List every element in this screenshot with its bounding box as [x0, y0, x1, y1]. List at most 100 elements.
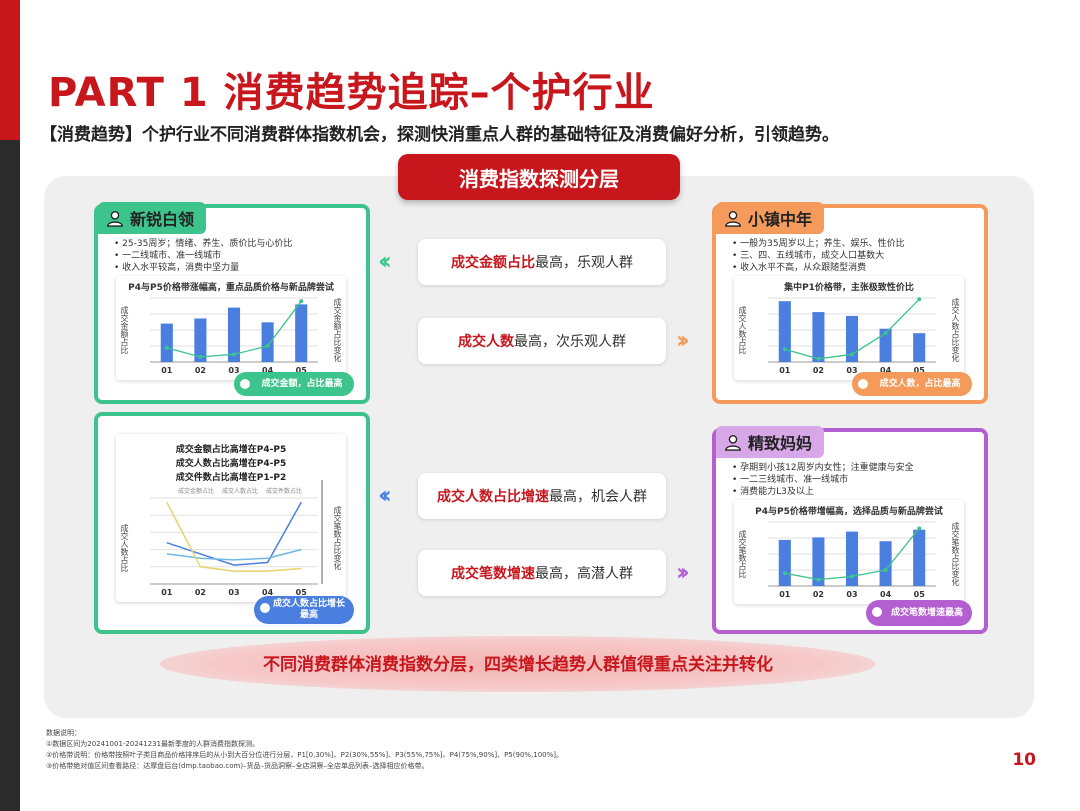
left-axis-label: 成交金额占比 [120, 306, 129, 354]
tick-label: 04 [262, 588, 274, 597]
legend-item: 成交人数占比 [222, 488, 259, 495]
side-accent-red [0, 0, 20, 140]
chart-svg: 01 02 03 04 05 [150, 297, 318, 375]
bar [160, 323, 173, 362]
bullet: 一般为35周岁以上；养生、娱乐、性价比 [732, 238, 904, 250]
right-axis-label: 成交笔数占比变化 [333, 506, 342, 570]
chevron-left-icon: ‹‹ [378, 481, 392, 509]
tick-label: 05 [914, 590, 926, 599]
note-line: 数据说明： [46, 729, 81, 737]
card-xinrui-name: 新锐白领 [130, 210, 195, 229]
tick-label: 05 [296, 588, 308, 597]
tick-label: 01 [161, 366, 173, 375]
bar [227, 307, 241, 362]
note-line: ①数据区间为20241001-20241231最新季度的人群消费指数探测。 [46, 740, 260, 748]
card-xinrui-bullets: 25-35周岁；情绪、养生、质价比与心价比 一二线城市、准一线城市 收入水平较高… [114, 238, 292, 274]
chart-svg: 01 02 03 04 05 [768, 297, 936, 375]
chart-summary-line: 成交人数占比高增在P4-P5 [175, 459, 287, 469]
insight-bold: 成交金额占比 [451, 255, 535, 271]
card-xiaozhen: 小镇中年 一般为35周岁以上；养生、娱乐、性价比 三、四、五线城市，成交人口基数… [712, 202, 988, 404]
bar [194, 318, 207, 362]
tick-label: 03 [846, 590, 857, 599]
chart-title: 集中P1价格带，主张极致性价比 [784, 283, 914, 293]
tick-label: 05 [914, 366, 926, 375]
tick-label: 01 [779, 590, 791, 599]
chevron-left-icon: ‹‹ [378, 247, 392, 275]
insight-4: 成交笔数增速 最高，高潜人群 [418, 550, 666, 596]
bar [812, 537, 825, 586]
line-point [917, 297, 922, 302]
chart-jingzhi: 01 02 03 04 05 P4与P5价格带增幅高，选择品质与新品牌尝试 成交笔数占比… [734, 500, 964, 604]
card-xiaozhen-name: 小镇中年 [748, 210, 813, 229]
card-xinrui-header: 新锐白领 [98, 202, 207, 234]
line-point [816, 356, 821, 361]
insight-2: 成交人数 最高，次乐观人群 [418, 318, 666, 364]
page-number: 10 [1012, 750, 1036, 770]
bar [845, 315, 859, 362]
series-line [166, 501, 302, 572]
chart-svg: 01 02 03 04 05 [768, 521, 936, 599]
insight-rest: 最高，次乐观人群 [514, 334, 626, 350]
insight-rest: 最高，高潜人群 [535, 566, 633, 582]
bar [778, 301, 791, 362]
bullet: 孕期到小孩12周岁内女性；注重健康与安全 [732, 462, 913, 474]
card-multi-pill: 成交人数占比增长最高 [254, 596, 354, 624]
bar [778, 539, 791, 586]
bar [845, 531, 859, 586]
tick-label: 01 [161, 588, 173, 597]
card-xiaozhen-header: 小镇中年 [716, 202, 825, 234]
side-accent-dark [0, 140, 20, 811]
page-title: PART 1 消费趋势追踪–个护行业 [48, 70, 655, 116]
line-point [265, 344, 270, 348]
line-point [164, 345, 169, 350]
page-subtitle: 【消费趋势】个护行业不同消费群体指数机会，探测快消重点人群的基础特征及消费偏好分… [40, 125, 839, 145]
bar [879, 541, 892, 586]
tick-label: 04 [880, 590, 892, 599]
note-line: ③价格带绝对值区间查看路径：达摩盘后台(dmp.taobao.com)–货品–货… [46, 762, 429, 770]
right-axis-label: 成交金额占比变化 [333, 298, 342, 362]
insight-rest: 最高，机会人群 [549, 489, 647, 505]
tick-label: 04 [880, 366, 892, 375]
left-axis-label: 成交人数占比 [738, 306, 747, 354]
tick-label: 02 [813, 366, 824, 375]
chart-summary-line: 成交件数占比高增在P1-P2 [175, 473, 287, 483]
line-point [850, 352, 854, 357]
line-point [917, 526, 922, 531]
card-xiaozhen-bullets: 一般为35周岁以上；养生、娱乐、性价比 三、四、五线城市，成交人口基数大 收入水… [732, 238, 905, 274]
tick-label: 03 [228, 588, 239, 597]
tick-label: 05 [296, 366, 308, 375]
person-icon [725, 435, 741, 451]
bullet: 收入水平不高，从众跟随型消费 [732, 262, 905, 274]
insight-1: 成交金额占比 最高，乐观人群 [418, 239, 666, 285]
bar [261, 322, 274, 362]
bar [879, 328, 892, 362]
tick-label: 01 [779, 366, 791, 375]
card-xinrui-pill: 成交金额，占比最高 [234, 372, 354, 396]
card-multi: 01 02 03 04 05 成交金额占比高增在P4-P5 成交人数占比高增在P4-P5… [94, 412, 370, 634]
card-xiaozhen-pill: 成交人数，占比最高 [852, 372, 972, 396]
bottom-banner: 不同消费群体消费指数分层，四类增长趋势人群值得重点关注并转化 [263, 655, 773, 675]
chart-summary-line: 成交金额占比高增在P4-P5 [175, 445, 287, 455]
note-line: ②价格带说明：价格带按照叶子类目商品价格排序后的从小到大百分位进行分层，P1[0… [46, 751, 564, 759]
bullet: 收入水平较高，消费中坚力量 [114, 262, 292, 274]
right-axis-label: 成交笔数占比变化 [951, 522, 960, 586]
chart-svg: 01 02 03 04 05 [150, 480, 323, 597]
series-line [166, 548, 302, 561]
legend-item: 成交件数占比 [266, 488, 303, 495]
line-point [850, 574, 854, 579]
bullet: 一二线城市、准一线城市 [114, 250, 292, 262]
left-axis-label: 成交人数占比 [120, 524, 129, 572]
line-point [883, 568, 888, 572]
chevron-right-icon: ›› [676, 558, 690, 586]
chevron-right-icon: ›› [676, 326, 690, 354]
insight-bold: 成交人数 [458, 334, 514, 350]
line-point [198, 354, 203, 359]
bullet: 25-35周岁；情绪、养生、质价比与心价比 [114, 238, 292, 250]
right-axis-label: 成交人数占比变化 [951, 298, 960, 362]
bullet: 三、四、五线城市，成交人口基数大 [732, 250, 905, 262]
chart-title: P4与P5价格带涨幅高，重点品质价格与新品牌尝试 [128, 283, 334, 293]
tick-label: 03 [228, 366, 239, 375]
legend-item: 成交金额占比 [178, 488, 215, 495]
line-point [299, 299, 304, 304]
card-jingzhi-bullets: 孕期到小孩12周岁内女性；注重健康与安全 一二三线城市、准一线城市 消费能力L3… [732, 462, 913, 498]
